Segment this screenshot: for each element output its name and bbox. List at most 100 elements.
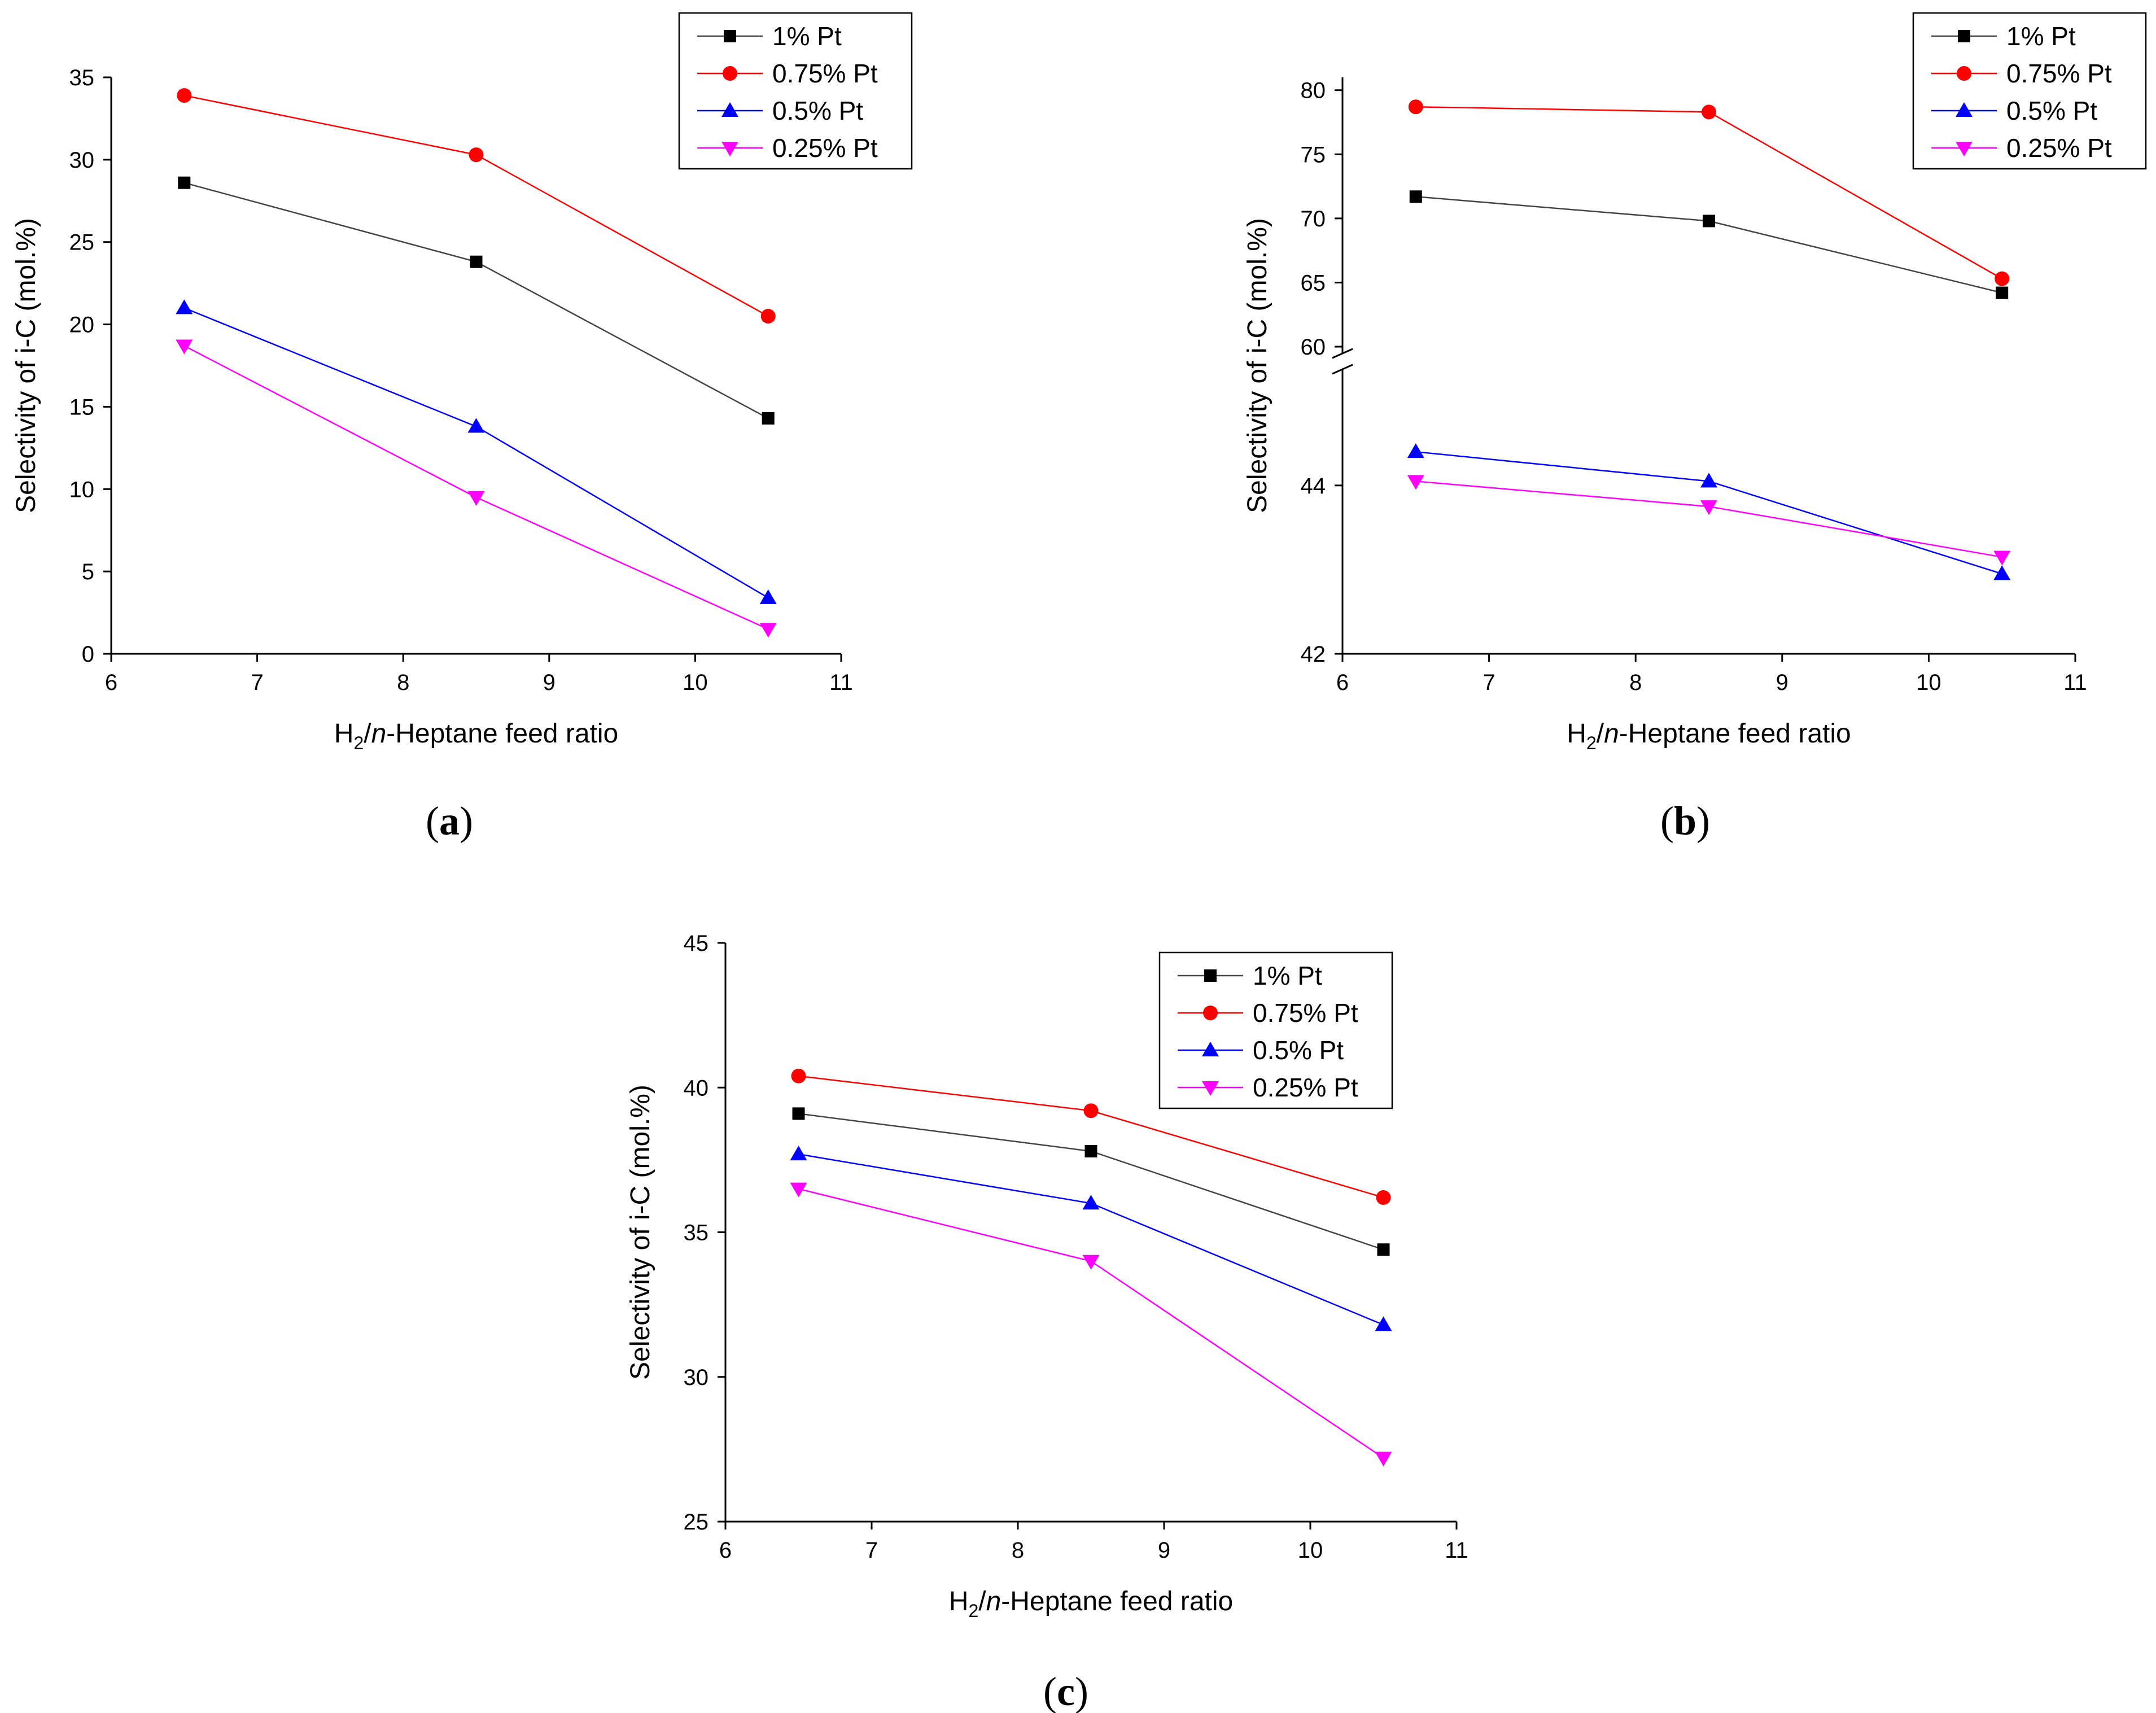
legend-marker <box>1203 1006 1218 1020</box>
x-tick-label: 10 <box>683 670 708 695</box>
legend-label: 0.75% Pt <box>772 59 878 88</box>
legend-marker <box>721 102 738 117</box>
data-point <box>1084 1145 1097 1157</box>
series-0-25-pt <box>1407 475 2011 566</box>
data-point <box>1377 1243 1390 1256</box>
legend-entry: 0.25% Pt <box>1178 1073 1358 1102</box>
legend-marker <box>1202 1081 1219 1096</box>
series-line <box>183 345 769 630</box>
legend-marker <box>1202 1042 1219 1056</box>
x-tick-label: 9 <box>543 670 556 695</box>
legend-label: 0.25% Pt <box>1253 1073 1358 1102</box>
data-point <box>759 623 777 638</box>
y-tick-label: 35 <box>69 65 95 90</box>
legend: 1% Pt 0.75% Pt 0.5% Pt 0.25% Pt <box>1912 12 2147 170</box>
y-tick-label: 15 <box>69 395 95 419</box>
series-1-pt <box>1409 190 2009 299</box>
legend-label: 1% Pt <box>2006 21 2076 51</box>
x-tick-label: 10 <box>1298 1538 1323 1563</box>
data-point <box>1993 550 2011 566</box>
legend-box <box>678 12 913 170</box>
legend-marker <box>724 30 736 42</box>
x-tick-label: 6 <box>105 670 117 695</box>
y-tick-label: 20 <box>69 313 95 338</box>
legend-box <box>1158 951 1393 1109</box>
legend-label: 0.5% Pt <box>2006 96 2097 125</box>
data-point <box>177 88 192 103</box>
series-line <box>798 1113 1384 1251</box>
y-tick-label: 65 <box>1301 270 1326 295</box>
data-point <box>176 339 193 355</box>
legend-label: 0.25% Pt <box>2006 133 2112 163</box>
y-tick-label: 75 <box>1301 142 1326 167</box>
legend-label: 0.75% Pt <box>1253 998 1358 1028</box>
data-point <box>176 299 193 314</box>
data-point <box>1407 443 1424 458</box>
series-1-pt <box>792 1107 1390 1256</box>
data-point <box>1375 1316 1392 1331</box>
legend-marker <box>1956 142 1973 156</box>
x-tick-label: 6 <box>1336 670 1349 695</box>
series-0-75-pt <box>1408 99 2010 286</box>
x-tick-label: 11 <box>2063 670 2087 695</box>
series-line <box>798 1188 1384 1459</box>
legend-entry: 1% Pt <box>697 21 842 51</box>
series-1-pt <box>178 176 775 425</box>
legend-entry: 0.5% Pt <box>1931 96 2097 125</box>
data-point <box>792 1107 805 1120</box>
legend-marker <box>1958 30 1970 42</box>
data-point <box>1409 190 1422 203</box>
series-0-25-pt <box>176 339 777 638</box>
data-point <box>1375 1452 1392 1467</box>
legend-entry: 0.75% Pt <box>697 59 878 88</box>
legend-marker <box>721 142 738 156</box>
legend-label: 0.75% Pt <box>2006 59 2112 88</box>
legend-box <box>1912 12 2147 170</box>
y-tick-label: 45 <box>684 931 709 956</box>
data-point <box>467 491 485 506</box>
x-tick-label: 7 <box>865 1538 878 1563</box>
data-point <box>1700 473 1717 488</box>
y-tick-label: 60 <box>1301 335 1326 360</box>
series-0-75-pt <box>791 1068 1391 1205</box>
y-tick-label: 40 <box>684 1076 709 1100</box>
chart-panel-a: 0 5 10 15 20 25 30 35 6 7 8 9 10 11 H2/n-Heptane feed … <box>11 12 913 844</box>
x-tick-label: 11 <box>829 670 853 695</box>
y-axis-title: Selectivity of i-C (mol.%) <box>1243 218 1272 513</box>
panel-label: (b) <box>1660 798 1710 844</box>
legend-entry: 0.5% Pt <box>697 96 863 125</box>
x-tick-label: 10 <box>1916 670 1941 695</box>
y-tick-label: 25 <box>69 230 95 255</box>
data-point <box>1082 1255 1100 1270</box>
data-point <box>1995 271 2010 286</box>
data-point <box>762 412 775 425</box>
legend-marker <box>1956 102 1973 117</box>
legend: 1% Pt 0.75% Pt 0.5% Pt 0.25% Pt <box>1158 951 1393 1109</box>
y-tick-label: 25 <box>684 1510 709 1535</box>
y-tick-label: 30 <box>69 148 95 173</box>
legend: 1% Pt 0.75% Pt 0.5% Pt 0.25% Pt <box>678 12 913 170</box>
data-point <box>760 308 776 324</box>
data-point <box>1996 286 2009 299</box>
panel-label: (c) <box>1043 1669 1088 1713</box>
data-point <box>470 255 483 268</box>
data-point <box>1700 500 1717 515</box>
x-axis-title: H2/n-Heptane feed ratio <box>1567 719 1851 753</box>
series-line <box>183 182 769 419</box>
axis-break-mark <box>1332 348 1353 359</box>
series-line <box>798 1153 1384 1326</box>
data-point <box>467 418 485 433</box>
data-point <box>1993 565 2011 580</box>
legend-label: 1% Pt <box>1253 961 1322 990</box>
data-point <box>759 589 777 604</box>
x-tick-label: 7 <box>1482 670 1495 695</box>
legend-entry: 1% Pt <box>1931 21 2076 51</box>
y-tick-label: 80 <box>1301 78 1326 103</box>
y-tick-label: 10 <box>69 477 95 502</box>
x-tick-label: 8 <box>1012 1538 1024 1563</box>
legend-entry: 0.75% Pt <box>1931 59 2112 88</box>
data-point <box>1376 1190 1391 1205</box>
legend-entry: 0.5% Pt <box>1178 1035 1344 1065</box>
data-point <box>790 1146 807 1161</box>
